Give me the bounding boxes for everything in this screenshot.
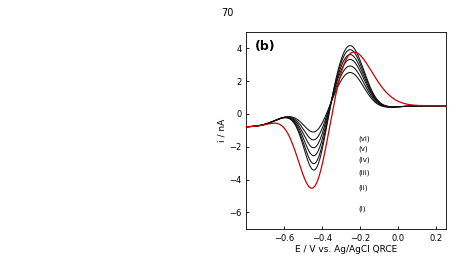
X-axis label: E / V vs. Ag/AgCl QRCE: E / V vs. Ag/AgCl QRCE xyxy=(295,246,397,254)
Text: (vi): (vi) xyxy=(358,135,370,142)
Y-axis label: i / nA: i / nA xyxy=(218,119,227,142)
Text: 70: 70 xyxy=(221,8,234,18)
Text: (iv): (iv) xyxy=(358,157,370,163)
Text: (v): (v) xyxy=(358,145,368,152)
Text: (ii): (ii) xyxy=(358,185,368,191)
Text: (iii): (iii) xyxy=(358,170,370,176)
Text: (i): (i) xyxy=(358,206,366,212)
Text: (b): (b) xyxy=(255,40,275,53)
